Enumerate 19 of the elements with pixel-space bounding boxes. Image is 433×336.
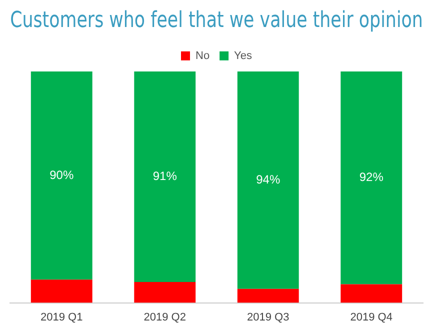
bar (134, 71, 196, 282)
data-label: 94% (256, 172, 280, 186)
x-tick-label: 2019 Q2 (144, 311, 186, 324)
legend-label: Yes (234, 50, 253, 62)
bar (340, 284, 402, 303)
chart-title: Customers who feel that we value their opinion (10, 6, 423, 32)
x-tick-label: 2019 Q3 (247, 311, 290, 324)
data-label: 92% (359, 170, 384, 184)
bar (237, 288, 299, 303)
bar (30, 280, 92, 303)
x-tick-label: 2019 Q4 (350, 311, 392, 324)
bar (340, 71, 402, 284)
data-label: 91% (152, 169, 178, 183)
bar (237, 71, 299, 289)
legend-label: No (195, 50, 210, 62)
x-tick-label: 2019 Q1 (40, 311, 83, 324)
data-label: 90% (50, 168, 74, 182)
bar (134, 282, 196, 303)
bar (30, 71, 92, 280)
